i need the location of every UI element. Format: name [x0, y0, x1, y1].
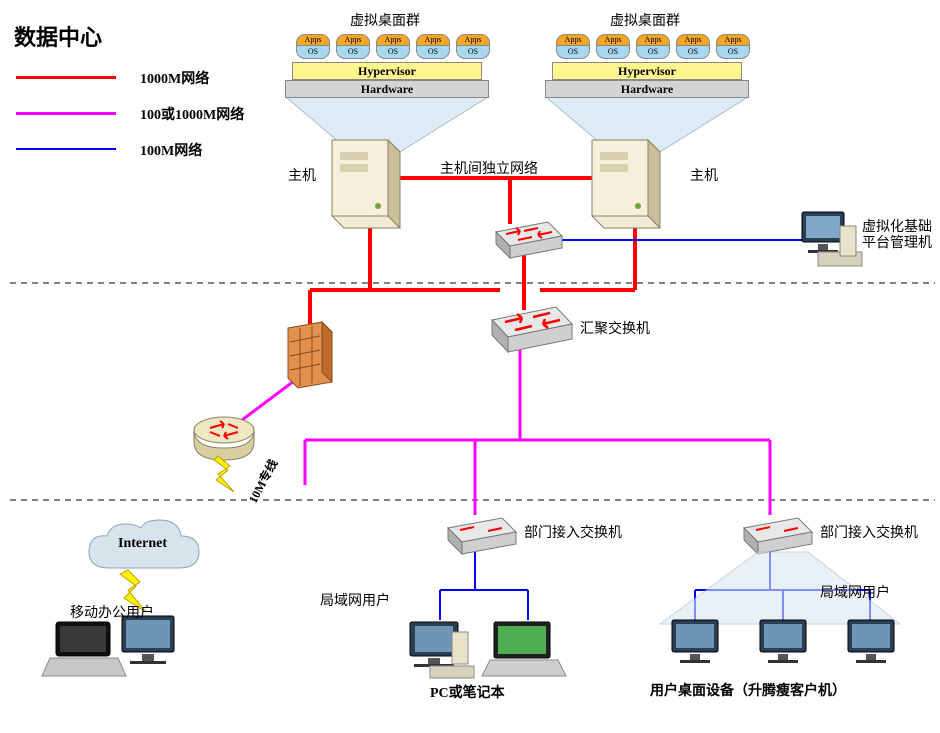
mgmt-pc-icon	[802, 212, 862, 266]
apps-label: Apps	[456, 34, 490, 46]
host-label-right: 主机	[690, 165, 718, 185]
vgroup-label-2: 虚拟桌面群	[610, 10, 680, 30]
os-label: OS	[336, 46, 370, 59]
legend-100m-line	[16, 148, 116, 150]
mgmt-label-2: 平台管理机	[862, 232, 932, 252]
hypervisor-2: Hypervisor	[552, 62, 742, 80]
mobile-monitor	[122, 616, 174, 664]
agg-switch-icon	[492, 307, 572, 352]
app-os-pill: AppsOS	[416, 34, 448, 58]
os-label: OS	[676, 46, 710, 59]
app-os-pill: AppsOS	[556, 34, 588, 58]
pc-label: PC或笔记本	[430, 682, 505, 702]
os-label: OS	[596, 46, 630, 59]
pc-desktop	[410, 622, 474, 678]
apps-label: Apps	[596, 34, 630, 46]
apps-label: Apps	[336, 34, 370, 46]
wan-lightning	[214, 456, 234, 492]
legend-1000m-label: 1000M网络	[140, 68, 209, 88]
dept-switch-2	[744, 518, 812, 554]
page-title: 数据中心	[14, 20, 102, 52]
agg-switch-label: 汇聚交换机	[580, 318, 650, 338]
apps-label: Apps	[416, 34, 450, 46]
center-switch-icon	[496, 222, 562, 258]
hardware-1: Hardware	[285, 80, 489, 98]
os-label: OS	[636, 46, 670, 59]
hardware-2: Hardware	[545, 80, 749, 98]
os-label: OS	[556, 46, 590, 59]
firewall-icon	[288, 322, 332, 388]
os-label: OS	[456, 46, 490, 59]
app-os-pill: AppsOS	[716, 34, 748, 58]
app-os-pill: AppsOS	[376, 34, 408, 58]
thin-label: 用户桌面设备（升腾瘦客户机）	[650, 680, 846, 700]
thin-2	[760, 620, 806, 663]
thin-3	[848, 620, 894, 663]
apps-label: Apps	[676, 34, 710, 46]
apps-label: Apps	[556, 34, 590, 46]
legend-100or1000m-label: 100或1000M网络	[140, 104, 244, 124]
router-icon	[194, 417, 254, 460]
lan-users-1: 局域网用户	[320, 590, 390, 610]
apps-label: Apps	[716, 34, 750, 46]
app-os-pill: AppsOS	[296, 34, 328, 58]
app-os-pill: AppsOS	[336, 34, 368, 58]
legend-100or1000m-line	[16, 112, 116, 115]
app-os-pill: AppsOS	[456, 34, 488, 58]
mobile-label: 移动办公用户	[70, 602, 154, 622]
internet-label: Internet	[118, 536, 167, 552]
host-left	[332, 140, 400, 228]
app-os-pill: AppsOS	[596, 34, 628, 58]
dept-switch-1	[448, 518, 516, 554]
host-label-left: 主机	[288, 165, 316, 185]
apps-label: Apps	[376, 34, 410, 46]
os-label: OS	[416, 46, 450, 59]
os-label: OS	[296, 46, 330, 59]
mobile-laptop	[42, 622, 126, 676]
app-os-pill: AppsOS	[636, 34, 668, 58]
apps-label: Apps	[296, 34, 330, 46]
os-label: OS	[376, 46, 410, 59]
legend-100m-label: 100M网络	[140, 140, 202, 160]
vgroup-label-1: 虚拟桌面群	[350, 10, 420, 30]
app-os-pill: AppsOS	[676, 34, 708, 58]
dept-switch-label-2: 部门接入交换机	[820, 522, 918, 542]
thin-1	[672, 620, 718, 663]
os-label: OS	[716, 46, 750, 59]
laptop-1	[482, 622, 566, 676]
dept-switch-label-1: 部门接入交换机	[524, 522, 622, 542]
apps-label: Apps	[636, 34, 670, 46]
hypervisor-1: Hypervisor	[292, 62, 482, 80]
host-net-label: 主机间独立网络	[440, 158, 538, 178]
lan-users-2: 局域网用户	[820, 582, 890, 602]
host-right	[592, 140, 660, 228]
legend-1000m-line	[16, 76, 116, 79]
